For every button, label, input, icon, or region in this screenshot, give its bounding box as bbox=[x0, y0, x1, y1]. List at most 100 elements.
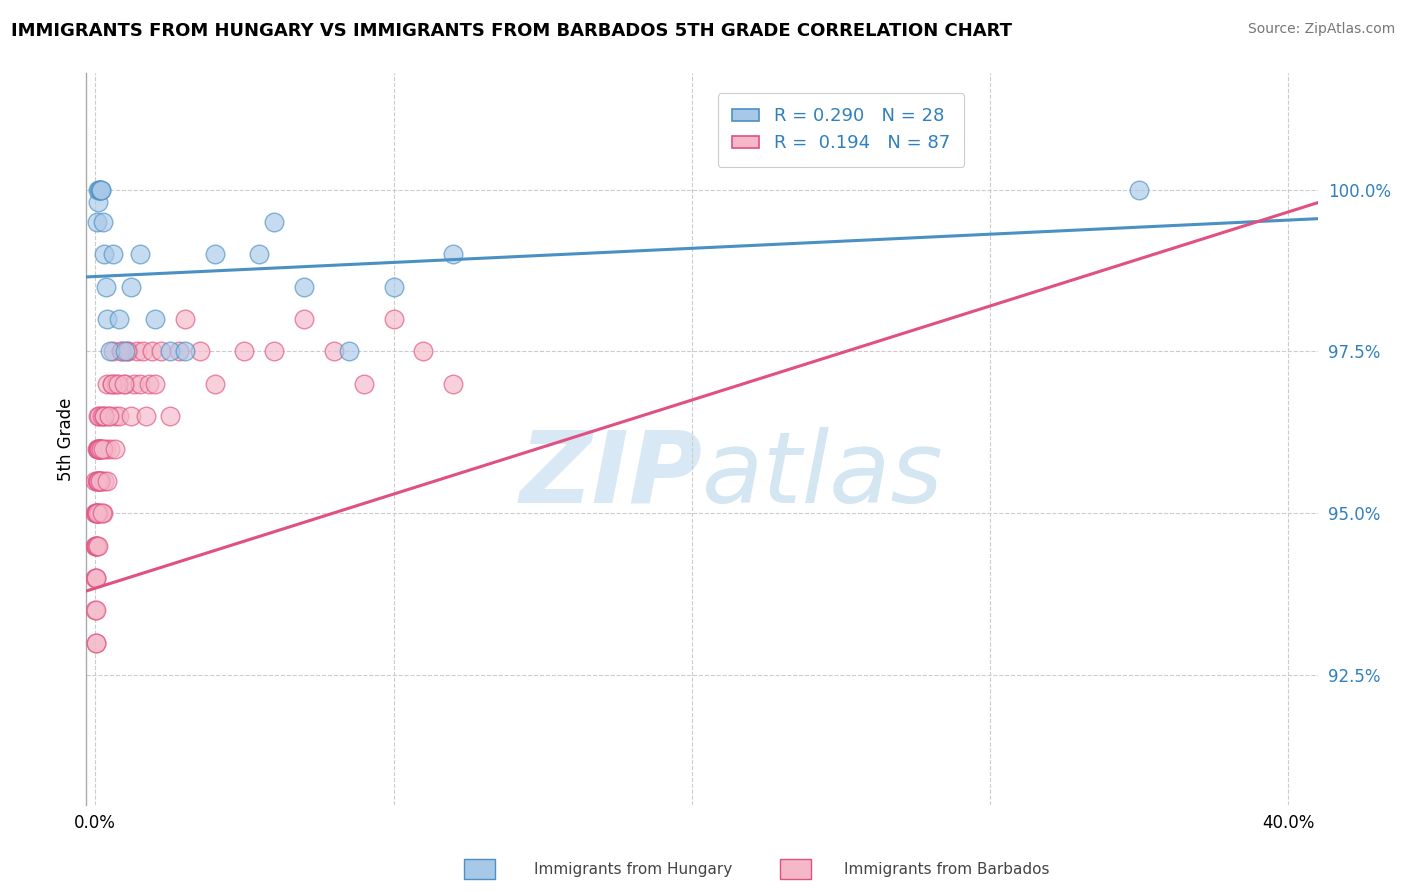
Point bbox=[149, 344, 172, 359]
Point bbox=[84, 636, 107, 650]
Point bbox=[143, 376, 166, 391]
Point bbox=[292, 279, 315, 293]
Point bbox=[98, 442, 121, 456]
Point bbox=[107, 376, 129, 391]
Point bbox=[86, 571, 108, 585]
Point bbox=[93, 409, 115, 424]
Point bbox=[111, 344, 134, 359]
Point bbox=[87, 506, 110, 520]
Point bbox=[135, 409, 157, 424]
Point bbox=[90, 474, 112, 488]
Text: ZIP: ZIP bbox=[519, 427, 702, 524]
Point bbox=[97, 409, 120, 424]
Point bbox=[90, 409, 112, 424]
Point bbox=[86, 506, 108, 520]
Text: Immigrants from Hungary: Immigrants from Hungary bbox=[534, 863, 733, 877]
Point bbox=[129, 247, 152, 261]
Point bbox=[441, 247, 464, 261]
Point bbox=[84, 506, 107, 520]
Point bbox=[89, 474, 111, 488]
Point bbox=[86, 539, 108, 553]
Text: Source: ZipAtlas.com: Source: ZipAtlas.com bbox=[1247, 22, 1395, 37]
Point bbox=[105, 376, 128, 391]
Point bbox=[173, 312, 195, 326]
Point bbox=[86, 215, 108, 229]
Point bbox=[382, 312, 405, 326]
Point bbox=[86, 539, 108, 553]
Point bbox=[173, 344, 195, 359]
Point bbox=[441, 376, 464, 391]
Point bbox=[98, 344, 121, 359]
Point bbox=[104, 442, 127, 456]
Point bbox=[114, 376, 136, 391]
Point bbox=[112, 376, 135, 391]
Point bbox=[90, 442, 112, 456]
Point bbox=[132, 344, 155, 359]
Y-axis label: 5th Grade: 5th Grade bbox=[58, 397, 75, 481]
Point bbox=[84, 539, 107, 553]
Point bbox=[125, 344, 148, 359]
Point bbox=[120, 409, 142, 424]
Point bbox=[86, 442, 108, 456]
Text: Immigrants from Barbados: Immigrants from Barbados bbox=[844, 863, 1049, 877]
Point bbox=[87, 474, 110, 488]
Point bbox=[84, 539, 107, 553]
Point bbox=[159, 409, 181, 424]
Point bbox=[204, 376, 226, 391]
Point bbox=[100, 376, 122, 391]
Point bbox=[84, 474, 107, 488]
Point bbox=[188, 344, 211, 359]
Point bbox=[87, 409, 110, 424]
Point bbox=[86, 603, 108, 617]
Point bbox=[141, 344, 163, 359]
Point bbox=[96, 474, 118, 488]
Point bbox=[167, 344, 190, 359]
Point bbox=[1128, 182, 1150, 196]
Point bbox=[86, 195, 108, 210]
Point bbox=[87, 442, 110, 456]
Point bbox=[87, 442, 110, 456]
Point bbox=[263, 215, 285, 229]
Point bbox=[91, 442, 114, 456]
Point bbox=[108, 409, 131, 424]
Point bbox=[91, 215, 114, 229]
Point bbox=[120, 279, 142, 293]
Point bbox=[87, 409, 110, 424]
Point bbox=[382, 279, 405, 293]
Point bbox=[115, 344, 138, 359]
Point bbox=[87, 474, 110, 488]
Point bbox=[84, 506, 107, 520]
Point bbox=[87, 182, 110, 196]
Point bbox=[159, 344, 181, 359]
Legend: R = 0.290   N = 28, R =  0.194   N = 87: R = 0.290 N = 28, R = 0.194 N = 87 bbox=[717, 93, 965, 167]
Point bbox=[114, 344, 136, 359]
Point bbox=[84, 636, 107, 650]
Point bbox=[93, 409, 115, 424]
Point bbox=[84, 603, 107, 617]
Point bbox=[204, 247, 226, 261]
Point bbox=[89, 442, 111, 456]
Text: atlas: atlas bbox=[702, 427, 943, 524]
Point bbox=[91, 506, 114, 520]
Point bbox=[412, 344, 434, 359]
Point bbox=[90, 442, 112, 456]
Point bbox=[89, 182, 111, 196]
Point bbox=[90, 506, 112, 520]
Point bbox=[129, 376, 152, 391]
Point bbox=[101, 344, 124, 359]
Point bbox=[110, 344, 132, 359]
Point bbox=[122, 376, 145, 391]
Point bbox=[87, 182, 110, 196]
Point bbox=[97, 409, 120, 424]
Point bbox=[353, 376, 375, 391]
Point bbox=[86, 474, 108, 488]
Point bbox=[100, 376, 122, 391]
Text: IMMIGRANTS FROM HUNGARY VS IMMIGRANTS FROM BARBADOS 5TH GRADE CORRELATION CHART: IMMIGRANTS FROM HUNGARY VS IMMIGRANTS FR… bbox=[11, 22, 1012, 40]
Point bbox=[89, 506, 111, 520]
Point bbox=[138, 376, 160, 391]
Point bbox=[108, 312, 131, 326]
Point bbox=[93, 247, 115, 261]
Point bbox=[90, 182, 112, 196]
Point bbox=[96, 312, 118, 326]
Point bbox=[247, 247, 270, 261]
